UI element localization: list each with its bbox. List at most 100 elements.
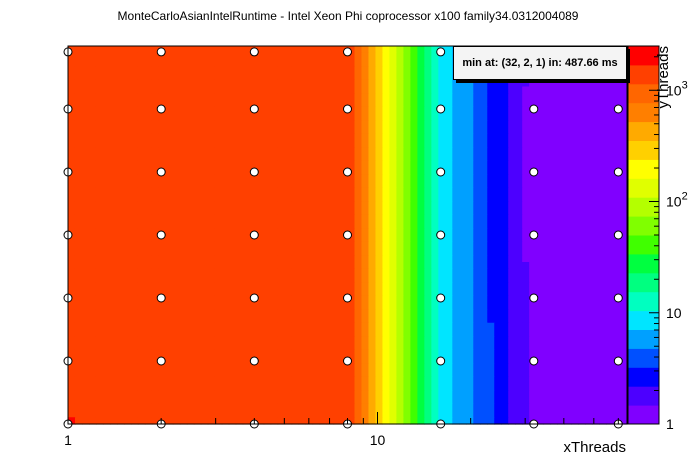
heatmap-cell — [508, 201, 516, 209]
heatmap-cell — [452, 181, 460, 189]
heatmap-cell — [193, 154, 202, 162]
heatmap-cell — [193, 106, 202, 115]
heatmap-cell — [340, 376, 349, 385]
heatmap-cell — [172, 214, 181, 223]
heatmap-cell — [550, 302, 558, 310]
heatmap-cell — [312, 390, 321, 398]
heatmap-cell — [557, 262, 565, 270]
heatmap-cell — [256, 295, 265, 304]
heatmap-cell — [396, 255, 404, 263]
heatmap-cell — [95, 282, 104, 290]
heatmap-cell — [312, 120, 321, 128]
heatmap-cell — [487, 201, 495, 209]
heatmap-cell — [424, 383, 432, 391]
heatmap-cell — [88, 275, 97, 283]
heatmap-cell — [207, 248, 216, 256]
heatmap-cell — [564, 194, 572, 202]
heatmap-cell — [620, 295, 628, 304]
heatmap-cell — [74, 52, 83, 61]
heatmap-cell — [368, 52, 377, 61]
heatmap-cell — [270, 86, 279, 94]
heatmap-cell — [263, 329, 272, 337]
heatmap-cell — [424, 66, 432, 74]
heatmap-cell — [116, 106, 125, 115]
heatmap-cell — [571, 235, 579, 243]
sample-point-marker — [249, 293, 259, 303]
heatmap-cell — [207, 376, 216, 385]
heatmap-cell — [459, 127, 467, 135]
heatmap-cell — [284, 160, 293, 169]
heatmap-cell — [571, 410, 579, 418]
heatmap-cell — [522, 356, 530, 364]
heatmap-cell — [396, 309, 404, 317]
heatmap-cell — [200, 106, 209, 115]
heatmap-cell — [585, 316, 593, 324]
heatmap-cell — [606, 397, 614, 405]
heatmap-cell — [137, 140, 146, 148]
heatmap-cell — [522, 106, 530, 115]
heatmap-cell — [613, 390, 621, 398]
heatmap-cell — [123, 73, 132, 81]
heatmap-cell — [333, 282, 342, 290]
heatmap-cell — [277, 356, 286, 364]
heatmap-cell — [81, 356, 90, 364]
heatmap-cell — [543, 93, 551, 101]
heatmap-cell — [179, 113, 188, 121]
heatmap-cell — [340, 302, 349, 310]
heatmap-cell — [501, 113, 509, 121]
heatmap-cell — [487, 174, 495, 182]
heatmap-cell — [522, 255, 530, 263]
sample-point-marker — [529, 104, 539, 114]
heatmap-cell — [95, 147, 104, 155]
heatmap-cell — [277, 302, 286, 310]
heatmap-cell — [179, 208, 188, 216]
heatmap-cell — [109, 235, 118, 243]
heatmap-cell — [424, 410, 432, 418]
heatmap-cell — [599, 275, 607, 283]
heatmap-cell — [81, 349, 90, 358]
heatmap-cell — [179, 235, 188, 243]
heatmap-cell — [340, 349, 349, 358]
heatmap-cell — [473, 79, 481, 88]
heatmap-cell — [389, 160, 398, 169]
heatmap-cell — [585, 154, 593, 162]
heatmap-cell — [319, 208, 328, 216]
heatmap-cell — [221, 349, 230, 358]
heatmap-cell — [172, 390, 181, 398]
heatmap-cell — [144, 127, 153, 135]
heatmap-cell — [592, 241, 600, 250]
heatmap-cell — [515, 397, 523, 405]
heatmap-cell — [109, 370, 118, 378]
heatmap-cell — [543, 322, 551, 331]
heatmap-cell — [347, 127, 356, 135]
heatmap-cell — [137, 187, 146, 196]
heatmap-cell — [529, 140, 537, 148]
heatmap-cell — [543, 100, 551, 108]
heatmap-cell — [515, 181, 523, 189]
heatmap-cell — [81, 66, 90, 74]
heatmap-cell — [340, 113, 349, 121]
heatmap-cell — [214, 343, 223, 351]
heatmap-cell — [564, 187, 572, 196]
heatmap-cell — [375, 282, 384, 290]
heatmap-cell — [347, 221, 356, 229]
heatmap-cell — [592, 282, 600, 290]
heatmap-cell — [452, 127, 460, 135]
heatmap-cell — [452, 120, 460, 128]
heatmap-cell — [620, 363, 628, 371]
heatmap-cell — [550, 417, 558, 425]
heatmap-cell — [242, 316, 251, 324]
heatmap-cell — [207, 302, 216, 310]
heatmap-cell — [599, 127, 607, 135]
heatmap-cell — [81, 93, 90, 101]
heatmap-cell — [340, 397, 349, 405]
heatmap-cell — [277, 154, 286, 162]
heatmap-cell — [620, 390, 628, 398]
heatmap-cell — [81, 235, 90, 243]
heatmap-cell — [557, 370, 565, 378]
heatmap-cell — [438, 73, 446, 81]
heatmap-cell — [249, 133, 258, 142]
heatmap-cell — [256, 174, 265, 182]
heatmap-cell — [130, 363, 139, 371]
heatmap-cell — [389, 187, 398, 196]
